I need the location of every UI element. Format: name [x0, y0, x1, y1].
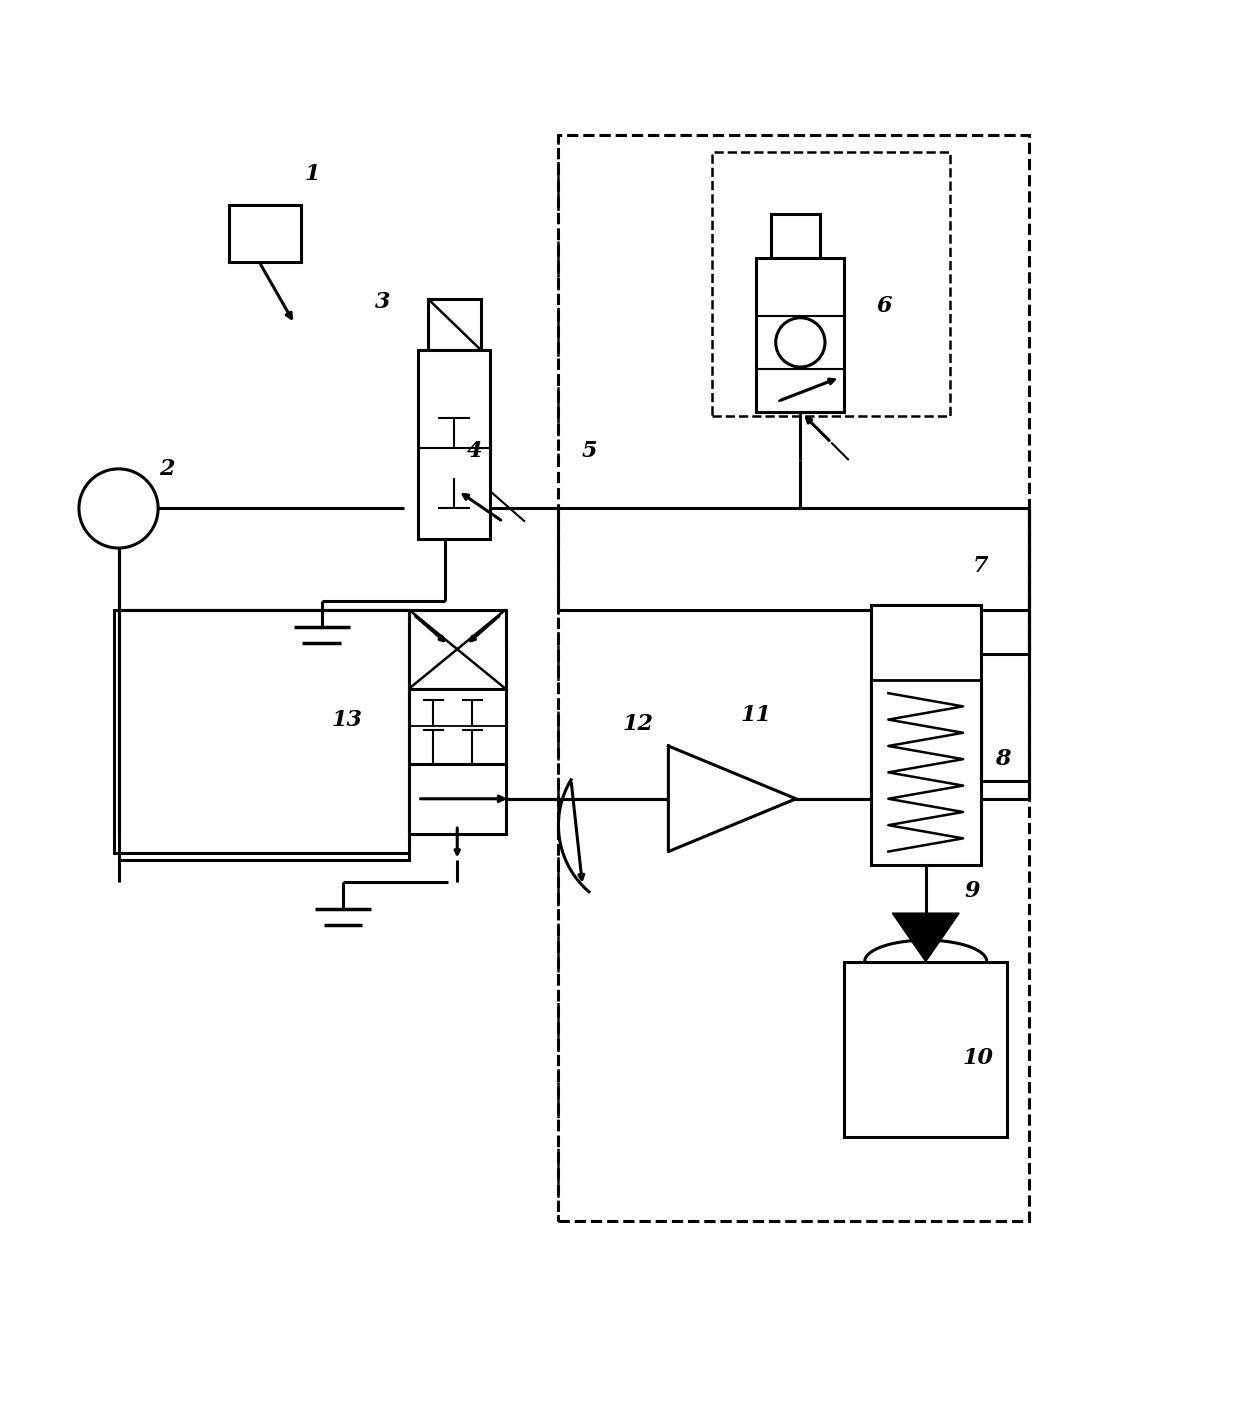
Text: 6: 6	[877, 295, 892, 317]
Text: 11: 11	[740, 705, 771, 726]
Bar	[114, 609, 409, 854]
Text: 8: 8	[994, 748, 1011, 771]
Polygon shape	[668, 746, 796, 852]
Bar	[409, 764, 506, 834]
Bar	[870, 605, 981, 865]
Bar	[428, 299, 481, 350]
Bar	[119, 609, 409, 861]
Bar	[558, 135, 1029, 1221]
Bar	[712, 152, 950, 416]
Text: 7: 7	[973, 555, 988, 577]
Text: 3: 3	[374, 291, 391, 313]
Text: 10: 10	[963, 1047, 994, 1070]
Polygon shape	[893, 913, 960, 962]
Text: 4: 4	[467, 441, 482, 462]
Text: 1: 1	[304, 163, 320, 185]
Text: 13: 13	[332, 709, 363, 730]
Bar	[409, 609, 506, 689]
Bar	[756, 258, 844, 411]
Bar	[771, 213, 820, 258]
Bar	[409, 689, 506, 764]
Text: 2: 2	[159, 458, 175, 480]
Text: 9: 9	[965, 880, 980, 903]
Text: 5: 5	[582, 441, 596, 462]
Bar	[844, 962, 1007, 1137]
Text: 12: 12	[622, 713, 653, 736]
Bar	[228, 205, 300, 263]
Bar	[418, 350, 490, 539]
